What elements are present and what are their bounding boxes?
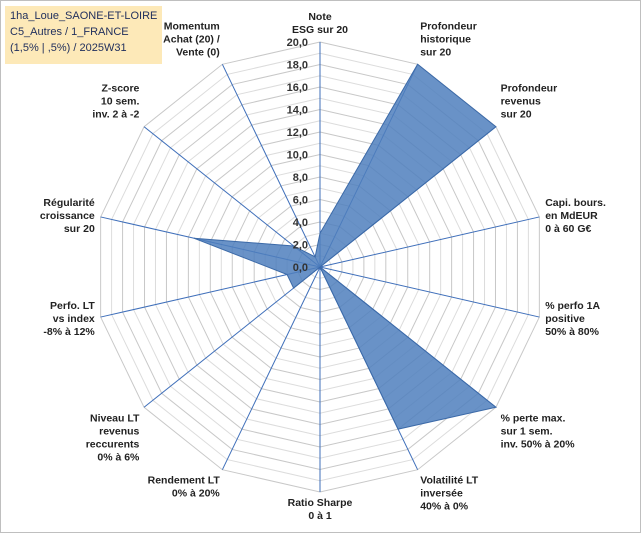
category-label: Profondeur revenus sur 20 [501,83,558,121]
category-label: Régularité croissance sur 20 [40,197,95,235]
category-label-line: Vente (0) [176,46,220,58]
axis-spoke [319,216,540,268]
category-label: Note ESG sur 20 [292,11,348,36]
category-label-line: Achat (20) / [163,33,220,45]
category-label-line: Momentum [164,20,220,32]
category-label: Ratio Sharpe 0 à 1 [288,497,353,522]
category-label-line: revenus [501,96,541,108]
category-label: Niveau LT revenus reccurents 0% à 6% [86,412,140,463]
category-label-line: Volatilité LT [420,475,479,487]
tick-label: 10,0 [287,150,308,162]
category-label-line: Rendement LT [148,475,221,487]
category-label-line: 0 à 1 [308,510,332,522]
category-label-line: inv. 2 à -2 [92,109,139,121]
tick-label: 4,0 [293,217,308,229]
category-label-line: Z-score [101,83,139,95]
category-label-line: vs index [53,313,95,325]
category-label-line: 10 sem. [101,96,140,108]
category-label-line: 40% à 0% [420,501,469,513]
category-label: Perfo. LT vs index -8% à 12% [43,300,95,338]
category-label-line: croissance [40,210,95,222]
category-label-line: sur 20 [501,109,532,121]
tick-label: 14,0 [287,105,308,117]
radar-tick-labels: 0,0 2,0 4,0 6,0 8,0 10,0 12,0 14,0 16,0 18,0 20,0 [287,37,308,274]
tick-label: 12,0 [287,127,308,139]
category-label-line: sur 20 [420,46,451,58]
axis-spoke [221,64,321,268]
category-label-line: Profondeur [501,83,558,95]
category-label-line: inversée [420,488,463,500]
title-line-1: 1ha_Loue_SAONE-ET-LOIRE [10,10,158,22]
category-label-line: sur 20 [64,223,95,235]
category-label-line: Capi. bours. [545,197,606,209]
category-label-line: 0% à 6% [97,451,140,463]
title-line-3: (1,5% | ,5%) / 2025W31 [10,42,127,54]
category-label-line: Profondeur [420,20,477,32]
series-area [193,63,498,430]
category-label: Z-score 10 sem. inv. 2 à -2 [92,83,139,121]
category-label-line: Régularité [43,197,95,209]
category-label-line: en MdEUR [545,210,598,222]
category-label-line: 50% à 80% [545,326,599,338]
category-label-line: positive [545,313,585,325]
category-label: % perte max. sur 1 sem. inv. 50% à 20% [501,412,576,450]
axis-spoke [143,266,321,408]
axis-spoke [221,266,321,470]
tick-label: 8,0 [293,172,308,184]
tick-label: 2,0 [293,240,308,252]
tick-label: 6,0 [293,195,308,207]
category-label-line: % perte max. [501,412,566,424]
category-label-line: historique [420,33,471,45]
category-label-line: inv. 50% à 20% [501,438,576,450]
radar-series [193,63,498,430]
category-label-line: Ratio Sharpe [288,497,353,509]
category-label: Capi. bours. en MdEUR 0 à 60 G€ [545,197,606,235]
axis-spoke [143,126,321,268]
category-label-line: 0% à 20% [172,488,221,500]
category-label-line: -8% à 12% [43,326,95,338]
category-label: Rendement LT 0% à 20% [148,475,221,500]
category-label-line: Note [308,11,331,23]
category-label-line: sur 1 sem. [501,425,553,437]
tick-label: 20,0 [287,37,308,49]
category-label: Volatilité LT inversée 40% à 0% [420,475,479,513]
tick-label: 16,0 [287,82,308,94]
category-label-line: reccurents [86,438,140,450]
category-label-line: % perfo 1A [545,300,600,312]
category-label: Profondeur historique sur 20 [420,20,477,58]
category-label-line: ESG sur 20 [292,24,348,36]
category-label: % perfo 1A positive 50% à 80% [545,300,600,338]
category-label-line: Niveau LT [90,412,140,424]
chart-title-box: 1ha_Loue_SAONE-ET-LOIRE C5_Autres / 1_FR… [5,6,162,64]
tick-label: 18,0 [287,60,308,72]
title-line-2: C5_Autres / 1_FRANCE [10,26,129,38]
axis-spoke [100,266,321,318]
radar-category-labels: Note ESG sur 20 Profondeur historique sur 20… [40,11,606,522]
category-label: Momentum Achat (20) / Vente (0) [163,20,220,58]
tick-label: 0,0 [293,262,308,274]
category-label-line: revenus [99,425,139,437]
category-label-line: 0 à 60 G€ [545,223,591,235]
axis-spoke [319,266,540,318]
category-label-line: Perfo. LT [50,300,95,312]
